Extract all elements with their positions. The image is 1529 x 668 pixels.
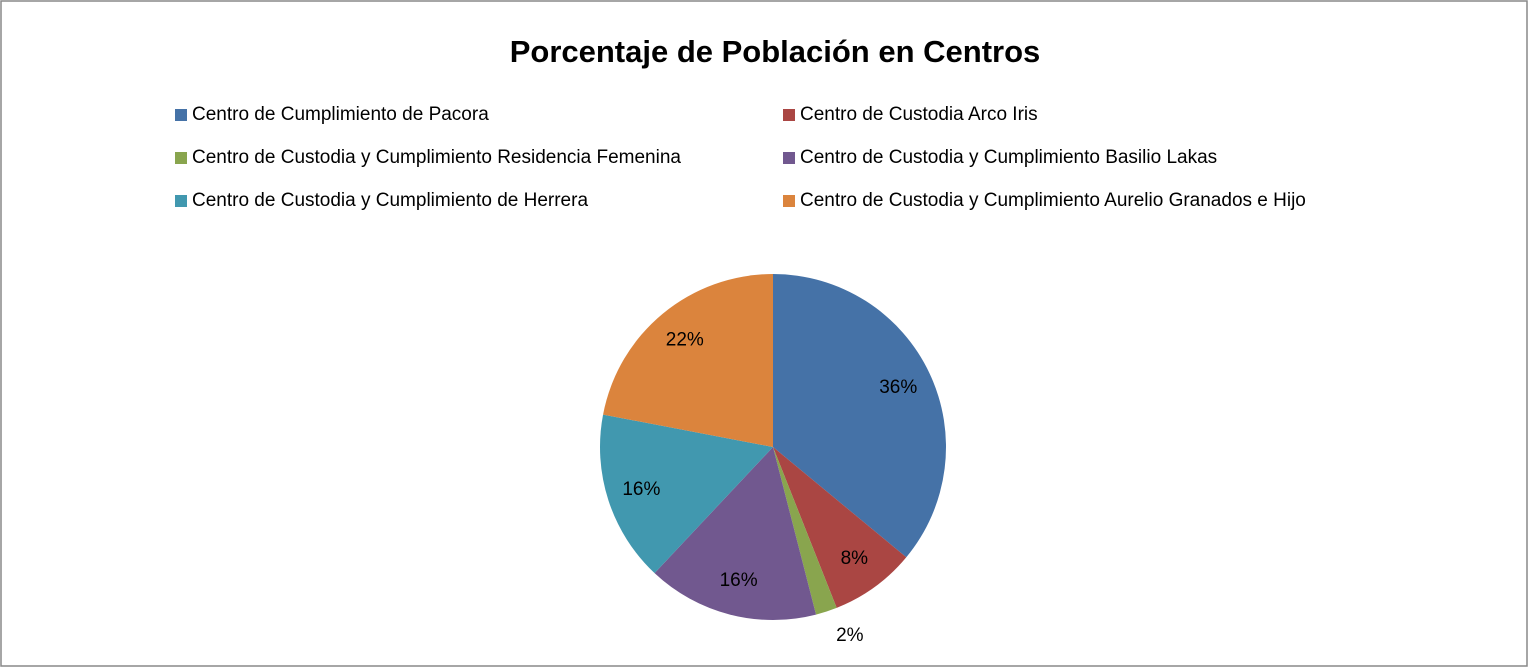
value-label: 2% — [836, 625, 864, 646]
legend-text: Centro de Custodia y Cumplimiento Basili… — [800, 147, 1217, 168]
legend-text: Centro de Custodia y Cumplimiento de Her… — [192, 190, 588, 211]
value-label: 16% — [720, 570, 758, 591]
pie-slice — [600, 414, 773, 574]
chart-title: Porcentaje de Población en Centros — [510, 34, 1041, 69]
pie-slice — [773, 447, 837, 615]
value-label: 8% — [841, 548, 869, 569]
legend-text: Centro de Custodia y Cumplimiento Aureli… — [800, 190, 1306, 211]
legend-swatch — [783, 152, 795, 164]
pie-slice — [654, 447, 817, 620]
pie-slice — [603, 274, 773, 447]
pie-slice — [773, 274, 946, 558]
legend-swatch — [175, 195, 187, 207]
legend-text: Centro de Custodia Arco Iris — [800, 104, 1038, 125]
pie-slice — [773, 447, 907, 608]
value-label: 22% — [666, 329, 704, 350]
value-label: 36% — [879, 377, 917, 398]
legend-swatch — [175, 109, 187, 121]
legend-swatch — [783, 109, 795, 121]
legend-text: Centro de Custodia y Cumplimiento Reside… — [192, 147, 681, 168]
legend-swatch — [783, 195, 795, 207]
value-label: 16% — [622, 479, 660, 500]
legend-swatch — [175, 152, 187, 164]
legend-text: Centro de Cumplimiento de Pacora — [192, 104, 489, 125]
